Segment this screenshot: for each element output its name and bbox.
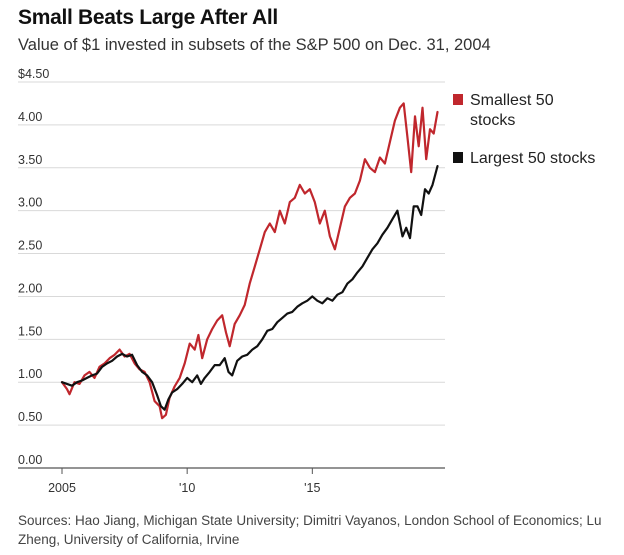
line-chart: 0.00 0.50 1.00 1.50 2.00 2.50 3.00 3.50 4.00 $4.5… <box>18 67 595 495</box>
y-tick-label: 4.00 <box>18 110 42 124</box>
y-tick-label: $4.50 <box>18 67 49 81</box>
legend-smallest-50-label: Smallest 50 stocks <box>470 92 554 129</box>
series-line-largest-50 <box>60 165 439 411</box>
x-tick-label: '15 <box>304 481 320 495</box>
chart-subtitle: Value of $1 invested in subsets of the S… <box>18 36 491 54</box>
y-tick-label: 1.00 <box>18 367 42 381</box>
y-tick-label: 3.50 <box>18 153 42 167</box>
legend-largest-50-label: Largest 50 stocks <box>470 150 595 167</box>
y-tick-label: 0.00 <box>18 453 42 467</box>
y-tick-label: 3.00 <box>18 196 42 210</box>
y-tick-label: 2.50 <box>18 239 42 253</box>
x-tick-label: 2005 <box>48 481 76 495</box>
source-note: Sources: Hao Jiang, Michigan State Unive… <box>18 513 602 547</box>
legend-largest-50-swatch <box>453 152 463 163</box>
chart-title: Small Beats Large After All <box>18 6 278 29</box>
legend-smallest-50-swatch <box>453 94 463 105</box>
y-tick-label: 1.50 <box>18 324 42 338</box>
x-tick-label: '10 <box>179 481 195 495</box>
y-tick-label: 0.50 <box>18 410 42 424</box>
y-tick-label: 2.00 <box>18 281 42 295</box>
series-line-smallest-50 <box>60 102 439 420</box>
